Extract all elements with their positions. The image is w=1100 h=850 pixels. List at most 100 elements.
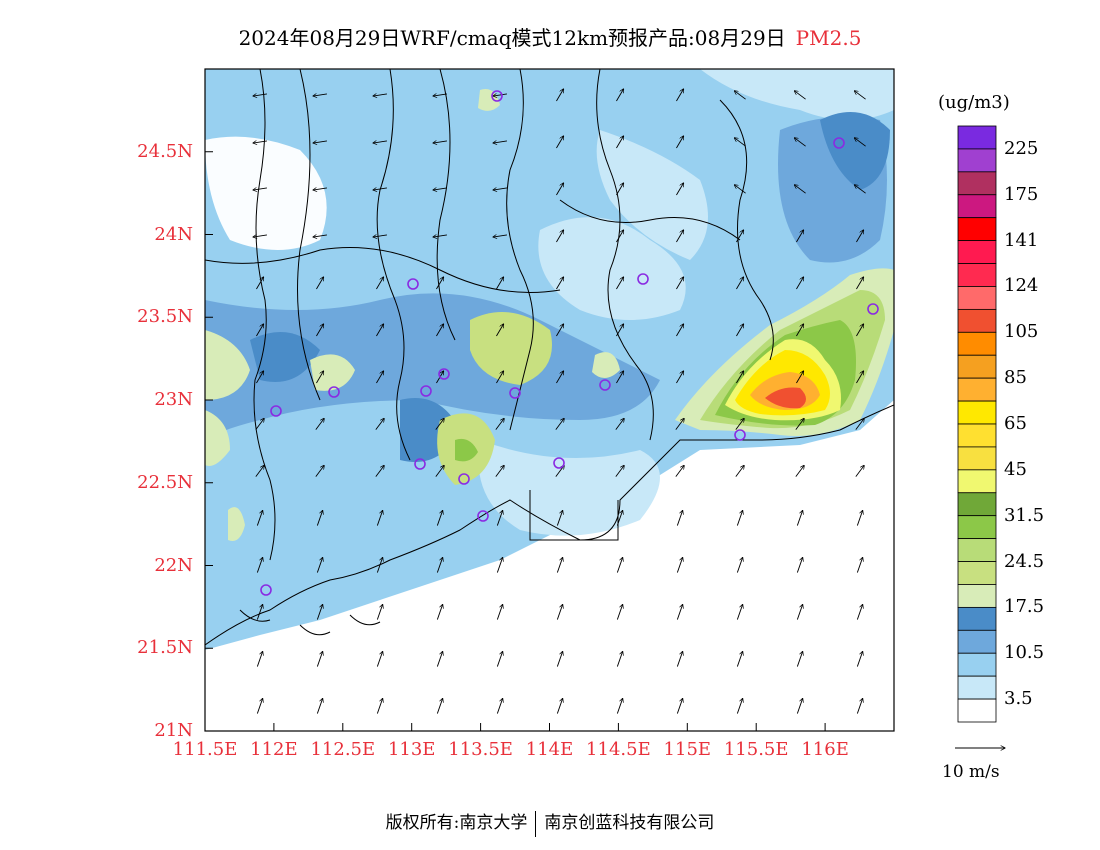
wind-arrow bbox=[856, 230, 863, 243]
copyright-right: 南京创蓝科技有限公司 bbox=[544, 813, 715, 833]
wind-arrow bbox=[256, 698, 262, 714]
wind-arrow bbox=[433, 188, 447, 190]
clean-patch-n bbox=[596, 130, 708, 260]
wind-arrow bbox=[676, 277, 683, 290]
wind-arrow bbox=[256, 324, 263, 337]
wind-arrow bbox=[493, 188, 507, 190]
wind-arrow bbox=[616, 604, 622, 620]
wind-arrow bbox=[796, 230, 803, 243]
lat-label: 23.5N bbox=[137, 306, 193, 328]
wind-arrow bbox=[255, 465, 264, 477]
wind-arrow bbox=[794, 138, 806, 147]
wind-arrow bbox=[435, 418, 444, 430]
clean-patch-coast bbox=[478, 440, 660, 536]
wind-arrow bbox=[256, 371, 263, 384]
wind-arrow bbox=[736, 371, 743, 384]
wind-arrow bbox=[796, 604, 802, 620]
wind-arrow bbox=[373, 141, 387, 143]
district-boundary-4 bbox=[205, 247, 561, 293]
colorbar-tick-label: 10.5 bbox=[1004, 642, 1045, 664]
province-boundary-c bbox=[376, 69, 411, 461]
city-marker bbox=[420, 385, 432, 397]
wind-arrow bbox=[556, 277, 563, 290]
province-boundary-w bbox=[253, 69, 276, 561]
clean-patch-nw bbox=[205, 136, 327, 250]
wind-arrow bbox=[316, 604, 322, 620]
title-variable: PM2.5 bbox=[795, 26, 862, 50]
wind-arrow bbox=[313, 188, 327, 190]
wind-arrow bbox=[376, 277, 383, 290]
province-boundary-c2 bbox=[506, 69, 534, 431]
city-marker bbox=[328, 386, 340, 398]
wind-arrow bbox=[616, 698, 622, 714]
wind-reference-label: 10 m/s bbox=[942, 762, 1000, 782]
wind-arrow bbox=[253, 188, 267, 190]
district-boundary-1 bbox=[297, 69, 321, 401]
colorbar-swatch bbox=[957, 171, 997, 196]
boundaries bbox=[205, 69, 894, 646]
wind-arrow bbox=[496, 510, 502, 526]
light-green-4 bbox=[592, 352, 620, 379]
wind-arrow bbox=[736, 651, 742, 667]
colorbar-swatch bbox=[957, 400, 997, 425]
wind-arrow bbox=[676, 230, 683, 243]
wind-arrow bbox=[256, 651, 262, 667]
wind-arrow bbox=[854, 185, 866, 194]
wind-arrow bbox=[255, 418, 264, 430]
wind-arrow bbox=[555, 418, 564, 430]
wind-arrow bbox=[616, 324, 623, 337]
colorbar-tick-label: 175 bbox=[1004, 183, 1039, 205]
wind-arrow bbox=[556, 604, 562, 620]
wind-arrow bbox=[796, 510, 802, 526]
wind-arrow bbox=[856, 651, 862, 667]
colorbar-swatch bbox=[957, 354, 997, 379]
wind-arrow bbox=[675, 418, 684, 430]
lat-label: 24N bbox=[154, 223, 193, 245]
colorbar-tick-label: 225 bbox=[1004, 137, 1039, 159]
wind-arrow bbox=[615, 418, 624, 430]
lon-label: 111.5E bbox=[172, 739, 238, 760]
wind-arrow bbox=[676, 651, 682, 667]
colorbar-swatch bbox=[957, 515, 997, 540]
wind-arrow bbox=[253, 235, 267, 237]
wind-arrow bbox=[316, 557, 322, 573]
wind-arrow bbox=[854, 138, 866, 147]
colorbar-swatch bbox=[957, 584, 997, 608]
title-text: 2024年08月29日WRF/cmaq模式12km预报产品:08月29日 bbox=[238, 26, 786, 50]
wind-arrow bbox=[556, 510, 562, 526]
city-marker bbox=[438, 368, 450, 380]
colorbar-tick-label: 141 bbox=[1004, 229, 1039, 251]
wind-vectors bbox=[253, 89, 866, 714]
wind-arrow bbox=[375, 465, 384, 477]
wind-arrow bbox=[676, 89, 683, 102]
wind-arrow bbox=[495, 418, 504, 430]
wind-arrow bbox=[736, 510, 742, 526]
city-marker bbox=[833, 137, 845, 149]
wind-arrow bbox=[256, 510, 262, 526]
wind-arrow bbox=[556, 557, 562, 573]
colorbar-swatch bbox=[957, 675, 997, 700]
colorbar-swatch bbox=[957, 217, 997, 242]
lon-label: 114E bbox=[525, 739, 574, 760]
colorbar-swatch bbox=[957, 561, 997, 585]
wind-arrow bbox=[376, 510, 382, 526]
colorbar-swatch bbox=[957, 652, 997, 677]
district-boundary-3 bbox=[559, 199, 741, 241]
wind-arrow bbox=[376, 371, 383, 384]
wind-arrow bbox=[855, 418, 864, 430]
district-boundary-2 bbox=[436, 69, 456, 341]
wind-arrow bbox=[856, 371, 863, 384]
wind-arrow bbox=[734, 91, 746, 100]
wind-arrow bbox=[315, 418, 324, 430]
footer-separator bbox=[535, 810, 537, 837]
wind-arrow bbox=[794, 91, 806, 100]
pm25-field bbox=[205, 69, 894, 731]
wind-arrow bbox=[676, 136, 683, 149]
city-marker bbox=[491, 90, 503, 102]
lon-label: 115E bbox=[663, 739, 712, 760]
wind-arrow bbox=[436, 604, 442, 620]
coastline bbox=[205, 404, 894, 646]
wind-arrow bbox=[316, 651, 322, 667]
clean-patch-center bbox=[538, 217, 686, 320]
city-marker bbox=[414, 458, 426, 470]
